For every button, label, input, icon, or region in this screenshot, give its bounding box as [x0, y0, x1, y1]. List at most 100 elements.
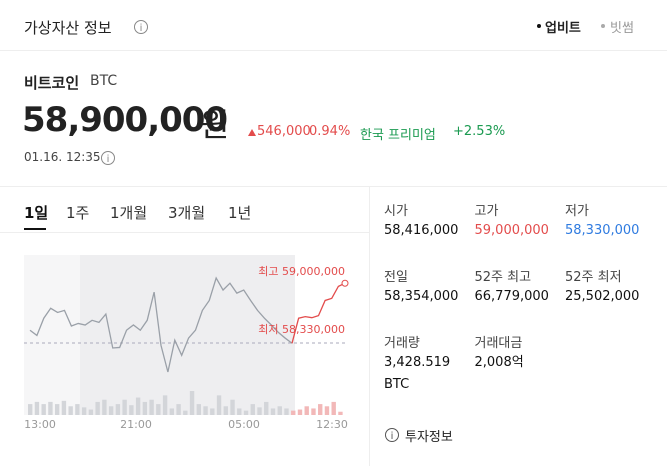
stat-label: 시가	[384, 204, 408, 219]
change-rate: 0.94%	[309, 124, 351, 139]
volume-bar	[189, 391, 195, 415]
header-title: 가상자산 정보	[24, 19, 112, 37]
volume-bar	[149, 399, 154, 415]
volume-bar	[223, 406, 228, 415]
volume-bar	[291, 410, 296, 415]
period-tab[interactable]: 1주	[66, 204, 90, 222]
period-tab[interactable]: 1일	[24, 204, 49, 222]
period-tab[interactable]: 1년	[228, 204, 252, 222]
info-icon[interactable]: i	[100, 150, 116, 166]
active-underline	[24, 228, 46, 230]
volume-bar	[264, 401, 269, 415]
volume-bar	[28, 404, 33, 415]
volume-bar	[135, 397, 141, 415]
volume-bar	[75, 404, 80, 415]
volume-bar	[318, 404, 323, 415]
stat-value: 58,416,000	[384, 223, 459, 238]
volume-bar	[54, 404, 60, 415]
stat-value: 59,000,000	[474, 223, 549, 238]
x-tick-label: 12:30	[316, 418, 348, 431]
volume-bar	[216, 395, 222, 415]
timestamp: 01.16. 12:35	[24, 150, 101, 164]
divider	[369, 187, 370, 466]
volume-bar	[331, 401, 336, 415]
exchange-tab[interactable]: 빗썸	[610, 21, 634, 36]
stat-value: 3,428.519	[384, 355, 451, 370]
volume-bar	[68, 406, 73, 415]
asset-name: 비트코인	[24, 74, 80, 92]
period-tab[interactable]: 1개월	[110, 204, 148, 222]
price-chart: 최고 59,000,000 최저 58,330,000 13:00 21:00 05:0…	[24, 255, 349, 431]
stat-value: 58,354,000	[384, 289, 459, 304]
dot	[537, 24, 541, 28]
volume-bar	[338, 411, 343, 415]
volume-bar	[48, 401, 53, 415]
dot	[601, 24, 605, 28]
volume-bar	[122, 399, 127, 415]
volume-bar	[88, 409, 94, 415]
volume-bar	[257, 407, 262, 415]
x-tick-label: 05:00	[228, 418, 260, 431]
divider	[0, 186, 667, 187]
volume-bar	[81, 407, 87, 415]
svg-text:i: i	[391, 431, 394, 442]
stat-label: 저가	[565, 204, 589, 219]
volume-bar	[210, 408, 215, 415]
info-icon[interactable]: i	[384, 427, 400, 443]
svg-text:i: i	[107, 154, 110, 165]
premium-label: 한국 프리미엄	[360, 128, 436, 143]
volume-bar	[230, 399, 235, 415]
volume-bar	[324, 406, 330, 415]
volume-bar	[95, 401, 100, 415]
info-icon[interactable]: i	[133, 19, 149, 35]
stat-label: 고가	[474, 204, 499, 219]
stat-label: 거래대금	[474, 336, 523, 351]
volume-bar	[129, 405, 134, 415]
svg-text:i: i	[140, 23, 143, 34]
volume-bar	[243, 410, 249, 415]
stat-label: 전일	[384, 270, 408, 285]
price-line	[291, 282, 346, 344]
x-tick-label: 13:00	[24, 418, 56, 431]
invest-info-link[interactable]: 투자정보	[405, 430, 453, 445]
volume-bar	[108, 406, 114, 415]
volume-bar	[270, 408, 276, 415]
exchange-tab[interactable]: 업비트	[545, 21, 581, 36]
volume-bar	[34, 401, 40, 415]
premium: +2.53%	[453, 124, 506, 139]
volume-bar	[203, 406, 208, 415]
volume-bar	[237, 408, 242, 415]
low-label: 최저 58,330,000	[258, 323, 345, 336]
volume-bar	[162, 395, 168, 415]
x-tick-label: 21:00	[120, 418, 152, 431]
up-arrow	[248, 129, 256, 136]
chart-bg	[24, 255, 80, 415]
divider	[0, 50, 667, 51]
stat-label: 거래량	[384, 336, 420, 351]
volume-bar	[41, 404, 46, 415]
volume-bar	[196, 404, 202, 415]
change: 546,000	[257, 124, 311, 139]
volume-bar	[250, 404, 255, 415]
volume-bar	[297, 409, 303, 415]
stat-value: 2,008억	[474, 355, 524, 370]
price-line	[29, 276, 293, 373]
last-point	[341, 279, 349, 287]
stat-value: 25,502,000	[565, 289, 640, 304]
period-tab[interactable]: 3개월	[168, 204, 206, 222]
volume-bar	[183, 410, 188, 415]
stat-value: 66,779,000	[474, 289, 549, 304]
volume-bar	[102, 399, 107, 415]
stat-label: 52주 최고	[474, 270, 532, 285]
stat-unit: BTC	[384, 377, 410, 392]
volume-bar	[277, 406, 282, 415]
volume-bar	[176, 404, 181, 415]
stat-label: 52주 최저	[565, 270, 622, 285]
price: 58,900,000	[22, 100, 228, 140]
volume-bar	[61, 400, 67, 415]
divider	[0, 232, 369, 233]
volume-bar	[311, 408, 316, 415]
volume-bar	[115, 404, 121, 415]
stat-value: 58,330,000	[565, 223, 640, 238]
volume-bar	[284, 408, 289, 415]
